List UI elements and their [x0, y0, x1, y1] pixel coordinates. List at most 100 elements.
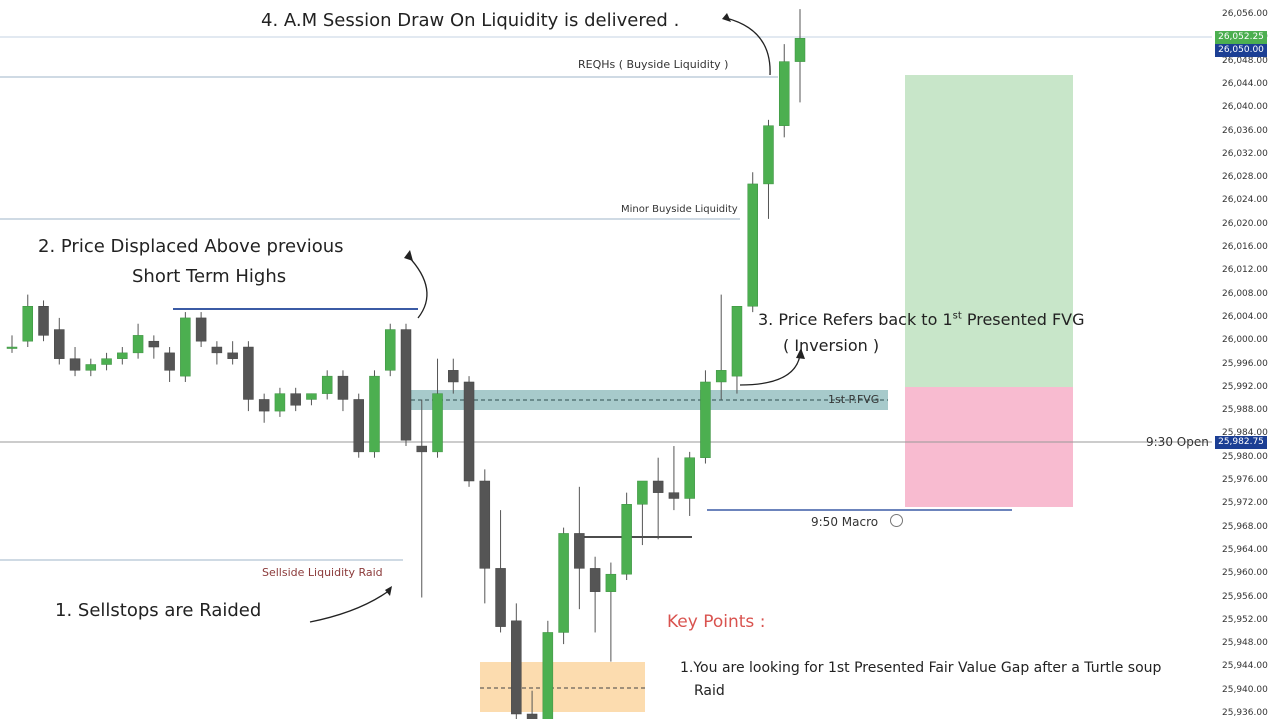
y-tick-label: 26,032.00	[1222, 148, 1268, 159]
candle-body	[6, 346, 18, 349]
candle	[22, 294, 34, 348]
candle	[274, 387, 286, 417]
y-tick-label: 26,028.00	[1222, 172, 1268, 183]
candle-body	[637, 480, 648, 505]
clock-icon	[890, 514, 903, 527]
candle	[243, 341, 254, 412]
candle-body	[148, 340, 160, 348]
candle-body	[258, 399, 270, 412]
candle	[195, 312, 207, 348]
price-tag: 26,050.00	[1215, 43, 1267, 57]
candle-body	[22, 306, 34, 342]
candle	[621, 492, 632, 581]
candle	[306, 393, 317, 406]
y-tick-label: 25,976.00	[1222, 475, 1268, 485]
annotation-draw-on-liquidity: 4. A.M Session Draw On Liquidity is deli…	[261, 10, 680, 31]
candle	[85, 358, 97, 377]
price-tag: 25,982.75	[1215, 435, 1267, 449]
candle-body	[180, 317, 191, 377]
y-tick-label: 26,024.00	[1222, 195, 1268, 206]
candle	[589, 556, 601, 633]
candle-body	[321, 375, 333, 394]
candle-body	[69, 358, 81, 371]
candle	[6, 335, 18, 353]
candle	[432, 358, 443, 458]
candle-body	[700, 381, 711, 458]
y-tick-label: 26,048.00	[1222, 55, 1268, 66]
candle	[164, 347, 175, 382]
candle	[747, 172, 758, 313]
arrow-draw-on-liquidity	[725, 17, 771, 76]
candle-body	[132, 335, 144, 354]
minor-buyside-label: Minor Buyside Liquidity	[621, 204, 738, 215]
candle-body	[511, 620, 522, 715]
candle-body	[574, 533, 585, 569]
target-zone	[905, 75, 1073, 387]
annotation-sellstops: 1. Sellstops are Raided	[55, 600, 262, 621]
candle-body	[747, 183, 758, 307]
arrow-refers-back	[739, 354, 801, 386]
y-tick-label: 26,016.00	[1222, 242, 1268, 252]
arrow-displaced	[407, 255, 428, 319]
candle-body	[85, 364, 97, 371]
candle	[715, 294, 727, 400]
candle	[132, 323, 144, 359]
arrow-head-icon	[796, 348, 805, 359]
candle-body	[416, 445, 428, 453]
y-tick-label: 25,992.00	[1222, 381, 1268, 392]
candle	[369, 370, 380, 458]
candle-body	[495, 568, 506, 627]
candle	[148, 335, 160, 359]
candle-body	[117, 352, 128, 359]
candle	[668, 446, 680, 511]
candle-body	[526, 713, 538, 719]
orange-zone	[480, 662, 645, 712]
candle	[353, 393, 364, 458]
candle-body	[243, 346, 254, 400]
y-tick-label: 26,020.00	[1222, 218, 1268, 229]
candle-body	[448, 370, 459, 383]
candle	[511, 603, 522, 719]
y-tick-label: 25,996.00	[1222, 358, 1268, 369]
candle-body	[605, 573, 617, 592]
candle	[227, 341, 238, 365]
candle	[479, 469, 491, 604]
candle	[605, 562, 617, 662]
y-tick-label: 25,988.00	[1222, 405, 1268, 416]
arrow-head-icon	[385, 586, 392, 596]
candle-body	[479, 480, 491, 569]
candle	[290, 387, 301, 412]
refers-back-sup: st	[952, 310, 962, 322]
candle	[684, 451, 695, 516]
fvg-label: 1st P.FVG	[828, 393, 880, 406]
candle-body	[227, 352, 238, 359]
y-tick-label: 26,040.00	[1222, 102, 1268, 113]
open-930-label: 9:30 Open	[1146, 435, 1209, 449]
candle	[731, 306, 743, 394]
y-tick-label: 25,944.00	[1222, 661, 1268, 672]
candle-body	[715, 370, 727, 383]
y-tick-label: 26,044.00	[1222, 78, 1268, 89]
annotation-displaced-1: 2. Price Displaced Above previous	[38, 236, 344, 257]
y-tick-label: 25,960.00	[1222, 568, 1268, 579]
y-tick-label: 25,948.00	[1222, 638, 1268, 649]
reqhs-label: REQHs ( Buyside Liquidity )	[578, 58, 729, 71]
candle-body	[54, 329, 65, 359]
candle	[117, 347, 128, 365]
candle-body	[668, 492, 680, 499]
refers-back-suffix: Presented FVG	[961, 310, 1085, 329]
sellside-label: Sellside Liquidity Raid	[262, 566, 383, 579]
key-point-1-line2: Raid	[694, 683, 725, 699]
candle	[463, 376, 475, 487]
candle-body	[542, 632, 554, 719]
candle	[526, 690, 538, 719]
candle-body	[101, 358, 112, 365]
candle-body	[589, 568, 601, 592]
y-tick-label: 25,940.00	[1222, 684, 1268, 695]
annotation-refers-back: 3. Price Refers back to 1st Presented FV…	[758, 310, 1085, 329]
annotation-displaced-2: Short Term Highs	[132, 266, 287, 287]
key-points-title: Key Points :	[667, 612, 766, 632]
candle	[637, 480, 648, 546]
candle-body	[195, 317, 207, 342]
candle	[652, 457, 664, 540]
